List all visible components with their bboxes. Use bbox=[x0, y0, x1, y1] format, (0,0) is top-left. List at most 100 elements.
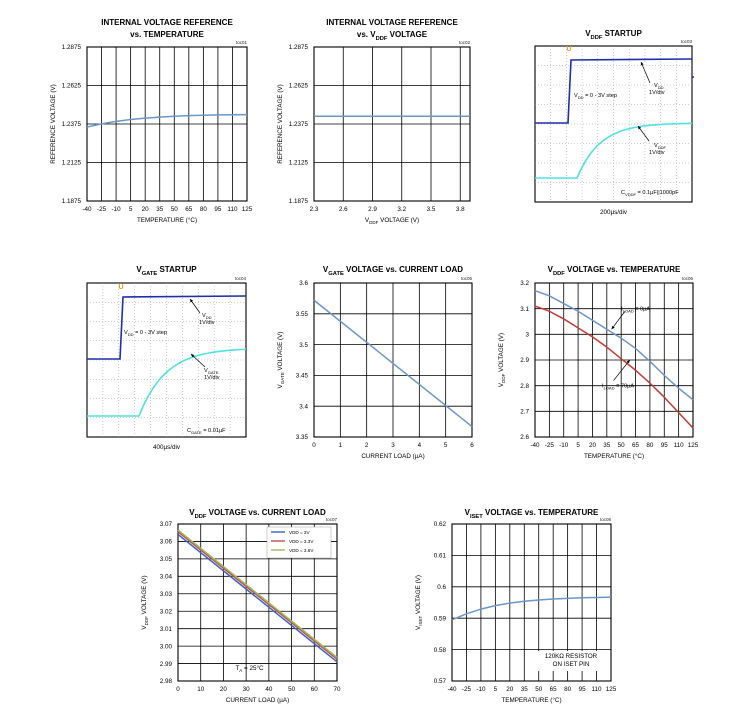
x-axis-label: CURRENT LOAD (µA) bbox=[361, 453, 424, 460]
x-tick-label: 20 bbox=[220, 686, 228, 693]
legend-label: VDD = 3.3V bbox=[289, 539, 314, 544]
trace-vdd bbox=[87, 295, 247, 360]
x-axis-label: TEMPERATURE (°C) bbox=[584, 452, 644, 460]
x-tick-label: 35 bbox=[156, 206, 164, 213]
x-tick-label: 2.6 bbox=[339, 206, 348, 213]
y-tick-label: 1.1875 bbox=[289, 198, 309, 205]
x-tick-label: 3.8 bbox=[456, 206, 465, 213]
y-tick-label: 0.6 bbox=[437, 584, 446, 591]
x-tick-label: 2 bbox=[365, 442, 369, 449]
y-tick-label: 3.45 bbox=[296, 373, 309, 380]
y-tick-label: 3.5 bbox=[299, 342, 308, 349]
annotation-resistor: 120KΩ RESISTOR bbox=[545, 653, 598, 660]
x-tick-label: 4 bbox=[418, 442, 422, 449]
plot-frame bbox=[177, 523, 338, 682]
x-tick-label: 125 bbox=[688, 442, 699, 449]
y-tick-label: 0.59 bbox=[434, 615, 447, 622]
x-tick-label: 125 bbox=[242, 206, 253, 213]
x-tick-label: 2.3 bbox=[310, 206, 319, 213]
x-axis-label: TEMPERATURE (°C) bbox=[137, 216, 197, 224]
chart-title: INTERNAL VOLTAGE REFERENCE bbox=[101, 18, 233, 27]
annotation-pin: ON ISET PIN bbox=[553, 661, 590, 668]
x-tick-label: 95 bbox=[214, 206, 222, 213]
y-tick-label: 2.8 bbox=[520, 383, 529, 390]
x-tick-label: 5 bbox=[576, 442, 580, 449]
annotation-vdd: VDD bbox=[202, 313, 212, 320]
y-tick-label: 0.62 bbox=[434, 521, 447, 528]
x-tick-label: 3 bbox=[391, 442, 395, 449]
legend-label: VDD = 3V bbox=[289, 530, 310, 535]
y-tick-label: 3 bbox=[525, 332, 529, 339]
annotation-vdd-scale: 1V/div bbox=[649, 90, 665, 96]
x-tick-label: 110 bbox=[227, 206, 238, 213]
timebase-label: 400µs/div bbox=[153, 444, 181, 451]
plot-frame bbox=[86, 46, 248, 202]
series-line-0 bbox=[451, 596, 612, 621]
y-tick-label: 2.98 bbox=[160, 678, 173, 685]
arrowhead-icon bbox=[640, 62, 644, 66]
y-axis-label: VGATE VOLTAGE (V) bbox=[277, 332, 285, 389]
y-axis-label: REFERENCE VOLTAGE (V) bbox=[50, 84, 57, 164]
trigger-marker-icon: U bbox=[566, 46, 571, 53]
arrowhead-icon bbox=[638, 126, 642, 130]
y-tick-label: 1.2625 bbox=[289, 83, 309, 90]
series-line-vdd-3-3v bbox=[177, 531, 338, 660]
x-tick-label: 0 bbox=[312, 442, 316, 449]
y-tick-label: 1.2375 bbox=[62, 121, 82, 128]
y-tick-label: 2.6 bbox=[520, 434, 529, 441]
note-backdrop bbox=[537, 651, 605, 671]
y-tick-label: 0.61 bbox=[434, 553, 447, 560]
x-tick-label: 110 bbox=[592, 686, 603, 693]
pointer-iload-0 bbox=[611, 311, 626, 330]
y-tick-label: 3.2 bbox=[520, 280, 529, 287]
x-tick-label: 50 bbox=[618, 442, 626, 449]
y-tick-label: 3.07 bbox=[160, 521, 173, 528]
annotation-iload-0: ILOAD = 0µA bbox=[621, 307, 650, 314]
x-tick-label: -40 bbox=[447, 686, 457, 693]
series-line-0 bbox=[86, 113, 248, 128]
x-tick-label: 110 bbox=[674, 442, 685, 449]
plot-frame bbox=[313, 282, 473, 438]
x-tick-label: 5 bbox=[494, 686, 498, 693]
chart-toc01: INTERNAL VOLTAGE REFERENCE vs. TEMPERATUR… bbox=[50, 18, 253, 224]
series-line-vdd-3v bbox=[177, 533, 338, 663]
chart-toc02: INTERNAL VOLTAGE REFERENCE vs. VDDF VOLTA… bbox=[277, 18, 471, 225]
x-tick-label: 30 bbox=[243, 686, 251, 693]
x-tick-label: 50 bbox=[288, 686, 296, 693]
x-tick-label: 65 bbox=[632, 442, 640, 449]
y-tick-label: 3.06 bbox=[160, 539, 173, 546]
y-tick-label: 2.99 bbox=[160, 661, 173, 668]
arrowhead-icon bbox=[611, 325, 615, 330]
chart-tag: toc04 bbox=[235, 276, 247, 281]
chart-title: VGATE STARTUP bbox=[136, 265, 197, 277]
y-tick-label: 3.35 bbox=[296, 434, 309, 441]
y-axis-label: REFERENCE VOLTAGE (V) bbox=[277, 84, 284, 164]
chart-title: VDDF VOLTAGE vs. CURRENT LOAD bbox=[189, 508, 326, 520]
chart-toc04: VGATE STARTUPtoc04400µs/divUVDD1V/divVDD… bbox=[86, 265, 247, 451]
annotation-vddf: VDDF bbox=[654, 143, 667, 150]
x-tick-label: 80 bbox=[200, 206, 208, 213]
x-tick-label: 95 bbox=[579, 686, 587, 693]
pointer-iload-70 bbox=[613, 359, 631, 381]
annotation-ta: TA = 25°C bbox=[235, 664, 264, 673]
y-tick-label: 1.2125 bbox=[62, 160, 82, 167]
annotation-step: VDD = 0 - 3V step bbox=[124, 330, 167, 337]
x-tick-label: 80 bbox=[564, 686, 572, 693]
x-tick-label: -25 bbox=[462, 686, 472, 693]
arrowhead-icon bbox=[191, 354, 195, 358]
pointer-vgate bbox=[190, 353, 206, 368]
arrowhead-icon bbox=[626, 360, 630, 364]
y-tick-label: 0.57 bbox=[434, 678, 447, 685]
y-tick-label: 1.2375 bbox=[289, 121, 309, 128]
x-tick-label: -40 bbox=[82, 206, 92, 213]
x-axis-label: CURRENT LOAD (µA) bbox=[226, 697, 289, 704]
annotation-cap: CGATE = 0.01µF bbox=[187, 428, 226, 435]
x-tick-label: -25 bbox=[545, 442, 555, 449]
chart-tag: toc01 bbox=[236, 40, 248, 45]
chart-title: VDDF STARTUP bbox=[585, 29, 642, 41]
arrowhead-icon bbox=[190, 299, 194, 303]
x-tick-label: 35 bbox=[603, 442, 611, 449]
annotation-vdd-scale: 1V/div bbox=[199, 320, 215, 326]
chart-tag: toc05 bbox=[461, 276, 473, 281]
